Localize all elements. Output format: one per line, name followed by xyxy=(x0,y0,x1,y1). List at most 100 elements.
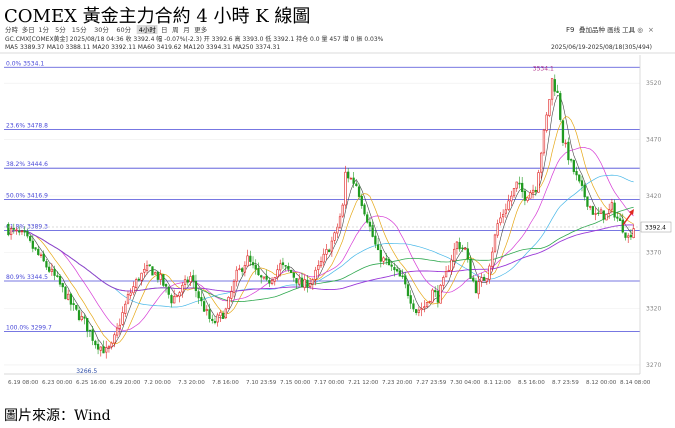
candle-up xyxy=(113,334,116,344)
candle-down xyxy=(521,182,524,192)
period-tab-5[interactable]: 30分 xyxy=(94,25,109,34)
low-price-label: 3266.5 xyxy=(76,368,97,375)
candle-down xyxy=(398,270,401,277)
candle-up xyxy=(605,214,608,221)
candle-down xyxy=(281,262,285,266)
period-tab-active-bg xyxy=(136,25,158,34)
candle-down xyxy=(556,90,559,93)
candle-up xyxy=(50,268,53,272)
time-axis: 6.19 08:00 6.23 00:00 6.25 16:00 6.29 20:00… xyxy=(4,373,651,386)
x-tick-label: 6.25 16:00 xyxy=(76,380,107,386)
candle-up xyxy=(550,78,554,100)
candle-up xyxy=(349,177,353,180)
period-tab-2[interactable]: 1分 xyxy=(38,25,49,34)
candle-up xyxy=(531,189,535,194)
candle-up xyxy=(232,280,236,293)
chart-background xyxy=(0,24,675,402)
candle-down xyxy=(559,93,562,120)
candle-up xyxy=(610,202,614,210)
candle-up xyxy=(262,276,266,279)
close-icon[interactable]: × xyxy=(648,26,654,34)
period-tab-3[interactable]: 5分 xyxy=(55,25,66,34)
candle-up xyxy=(243,265,247,273)
candle-down xyxy=(164,284,168,287)
fib-label: 100.0% 3299.7 xyxy=(6,325,52,332)
candle-down xyxy=(200,297,203,302)
candle-up xyxy=(178,292,181,297)
candle-up xyxy=(159,274,162,280)
candlesticks xyxy=(7,74,635,359)
price-grid xyxy=(4,82,640,366)
candle-down xyxy=(366,214,369,223)
candle-down xyxy=(387,258,391,266)
candle-down xyxy=(26,230,29,237)
candle-up xyxy=(510,195,513,202)
candle-down xyxy=(355,183,358,187)
candle-down xyxy=(360,195,363,206)
candle-up xyxy=(143,268,146,273)
candle-up xyxy=(219,312,222,317)
candle-up xyxy=(107,346,111,349)
period-tab-11[interactable]: 更多 xyxy=(194,25,208,34)
candle-down xyxy=(624,232,627,238)
candle-up xyxy=(175,294,179,298)
candle-down xyxy=(162,274,165,286)
candle-up xyxy=(504,209,508,214)
candle-up xyxy=(589,206,592,208)
period-tab-7[interactable]: 4小时 xyxy=(139,25,157,34)
candle-up xyxy=(181,284,184,293)
candle-up xyxy=(308,283,312,287)
candle-down xyxy=(553,79,556,92)
candle-down xyxy=(202,301,206,312)
candle-up xyxy=(227,297,230,309)
candle-down xyxy=(265,275,268,280)
candle-up xyxy=(235,269,238,282)
candle-up xyxy=(512,188,516,197)
ma-line-20 xyxy=(8,146,634,331)
candle-up xyxy=(526,197,529,201)
candle-down xyxy=(597,212,600,215)
period-toolbar: 分時 多日 1分 5分 15分 30分 60分 4小时日周月更多 xyxy=(5,25,208,34)
candle-down xyxy=(357,186,361,197)
period-tab-9[interactable]: 周 xyxy=(172,26,179,34)
candle-up xyxy=(491,251,494,267)
f9-label[interactable]: F9 xyxy=(566,26,574,34)
candle-down xyxy=(94,340,97,346)
period-tab-0[interactable]: 分時 xyxy=(5,25,19,34)
quote-info-line: GC.CMX[COMEX黄金] 2025/08/18 04:36 收 3392.… xyxy=(5,35,384,43)
candle-down xyxy=(18,230,21,233)
candle-up xyxy=(507,200,510,210)
candle-up xyxy=(132,286,135,294)
period-tab-4[interactable]: 15分 xyxy=(72,25,87,34)
chart-svg: 分時 多日 1分 5分 15分 30分 60分 4小时日周月更多 × F9 叠加品种 画线 工… xyxy=(0,24,675,402)
candle-up xyxy=(608,209,611,214)
x-tick-label: 7.23 20:00 xyxy=(382,380,413,386)
candle-up xyxy=(444,271,448,278)
candle-down xyxy=(167,286,170,295)
x-tick-label: 8.7 23:59 xyxy=(552,380,579,386)
period-tab-10[interactable]: 月 xyxy=(183,26,190,34)
candle-up xyxy=(431,289,434,303)
kline-chart: 分時 多日 1分 5分 15分 30分 60分 4小时日周月更多 × F9 叠加品种 画线 工… xyxy=(0,24,675,402)
candle-up xyxy=(450,259,453,271)
period-tab-6[interactable]: 60分 xyxy=(116,25,131,34)
candle-down xyxy=(88,329,92,332)
candle-down xyxy=(75,304,78,310)
candle-down xyxy=(583,184,586,198)
toolbar-tools[interactable]: 叠加品种 画线 工具 ◎ xyxy=(579,25,643,34)
candle-down xyxy=(458,242,461,250)
period-tab-1[interactable]: 多日 xyxy=(22,25,35,34)
candle-up xyxy=(317,265,320,270)
candle-up xyxy=(442,277,445,286)
period-tab-8[interactable]: 日 xyxy=(161,26,168,34)
candle-down xyxy=(192,275,195,282)
candle-up xyxy=(453,248,456,262)
candle-up xyxy=(279,263,282,271)
candle-up xyxy=(311,279,314,285)
fib-label: 38.2% 3444.6 xyxy=(6,161,48,168)
candle-down xyxy=(591,206,595,215)
candle-up xyxy=(124,303,127,314)
candle-down xyxy=(151,266,154,276)
candle-down xyxy=(34,247,37,250)
candle-down xyxy=(287,265,290,270)
